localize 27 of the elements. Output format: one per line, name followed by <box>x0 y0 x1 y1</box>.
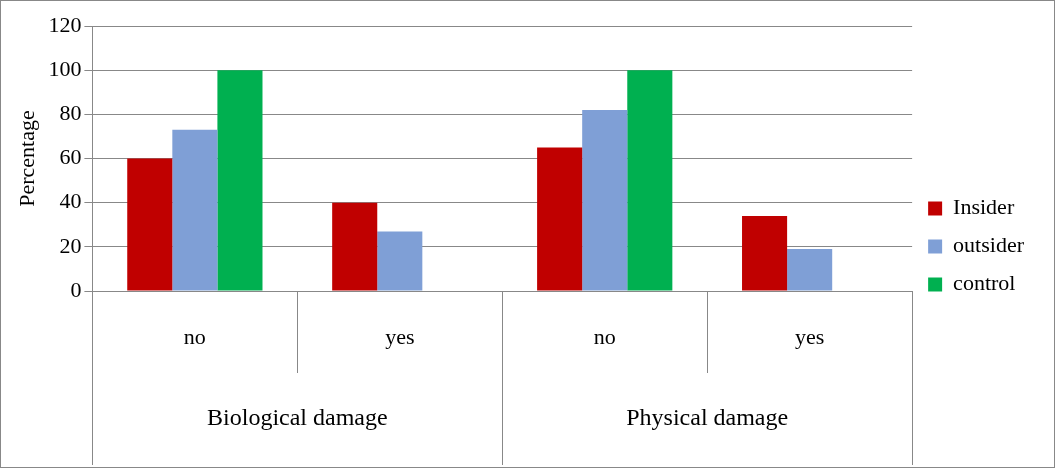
legend-label: control <box>953 270 1016 296</box>
legend-label: outsider <box>953 232 1025 258</box>
text: Physical damage <box>626 404 789 431</box>
bar <box>787 249 833 291</box>
bar <box>377 231 423 291</box>
x-tick-label: no <box>593 323 616 349</box>
x-tick-label: yes <box>794 323 825 349</box>
x-tick-label: no <box>183 323 206 349</box>
x-tick-label: yes <box>385 323 415 349</box>
bar <box>332 202 378 291</box>
bar <box>742 215 788 291</box>
bar <box>172 129 218 291</box>
y-tick-label: 80 <box>59 100 82 126</box>
y-axis-title: Percentage <box>13 110 39 207</box>
bar <box>627 70 673 291</box>
text: Biological damage <box>207 404 388 431</box>
y-tick-label: 120 <box>48 11 82 37</box>
y-tick-label: 0 <box>70 276 82 302</box>
y-tick-label: 60 <box>59 144 82 170</box>
bar <box>582 109 628 291</box>
y-tick-label: 20 <box>59 232 82 258</box>
legend-label: Insider <box>953 194 1015 220</box>
bar <box>127 158 173 291</box>
y-tick-label: 100 <box>48 55 82 81</box>
bar <box>537 147 583 291</box>
y-tick-label: 40 <box>59 188 82 214</box>
bar <box>217 70 263 291</box>
